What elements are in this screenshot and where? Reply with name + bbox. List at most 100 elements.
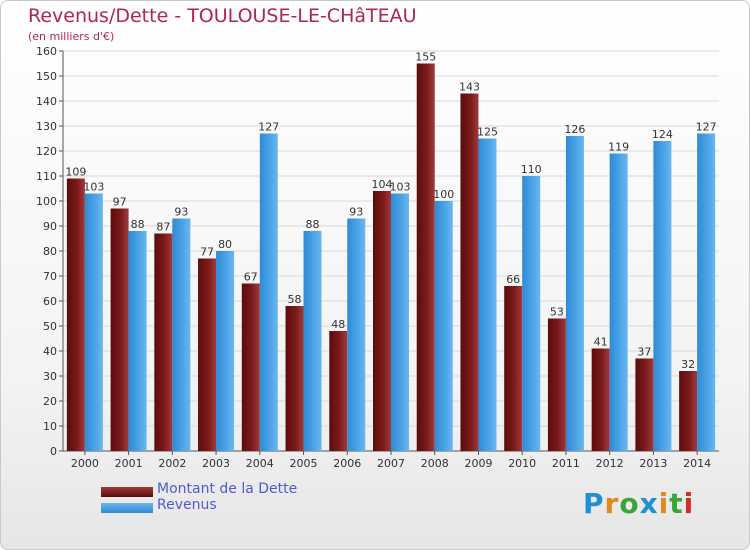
logo-letter: i [683,487,695,520]
bar-revenus [391,193,409,451]
x-tick-label: 2001 [115,457,143,470]
data-label-revenus: 93 [349,206,363,219]
bar-dette [329,331,348,451]
bar-dette [460,93,479,451]
data-label-dette: 58 [288,293,302,306]
bar-revenus [565,136,584,451]
proxiti-logo: Proxiti [583,487,694,520]
bar-revenus [609,153,628,451]
bar-dette [66,178,85,451]
y-tick-label: 150 [36,70,57,83]
bar-revenus [128,231,147,451]
bar-dette [504,286,523,451]
data-label-dette: 97 [113,196,127,209]
data-label-revenus: 88 [306,218,320,231]
x-tick-label: 2004 [246,457,274,470]
y-tick-label: 80 [43,245,57,258]
bar-dette [373,191,391,451]
bar-revenus [522,176,541,451]
bar-dette [241,283,260,451]
bar-dette [635,358,654,451]
data-label-dette: 143 [459,81,480,94]
data-label-dette: 37 [637,346,651,359]
x-tick-label: 2014 [683,457,711,470]
y-tick-label: 160 [36,45,57,58]
data-label-revenus: 80 [218,238,232,251]
y-tick-label: 100 [36,195,57,208]
y-tick-label: 40 [43,345,57,358]
bar-dette [154,233,173,451]
x-tick-label: 2002 [158,457,186,470]
x-tick-label: 2005 [290,457,318,470]
logo-letter: P [583,487,605,520]
data-label-revenus: 110 [521,163,542,176]
bar-revenus [172,218,191,451]
data-label-dette: 48 [331,318,345,331]
data-label-dette: 67 [244,271,258,284]
logo-letter: i [658,487,670,520]
y-tick-label: 120 [36,145,57,158]
bar-revenus [434,201,453,451]
y-tick-label: 10 [43,420,57,433]
bar-dette [679,371,698,451]
data-label-dette: 77 [200,246,214,259]
data-label-revenus: 124 [652,128,673,141]
data-label-revenus: 103 [83,181,104,194]
y-tick-label: 30 [43,370,57,383]
legend-swatch-dette [101,487,153,497]
data-label-revenus: 100 [433,188,454,201]
x-tick-label: 2012 [596,457,624,470]
chart-title: Revenus/Dette - TOULOUSE-LE-CHâTEAU [28,5,417,27]
y-tick-label: 110 [36,170,57,183]
y-tick-label: 20 [43,395,57,408]
bar-dette [591,348,610,451]
x-tick-label: 2011 [552,457,580,470]
data-label-dette: 109 [65,166,86,179]
data-label-dette: 66 [506,273,520,286]
y-tick-label: 0 [50,445,57,458]
x-tick-label: 2000 [71,457,99,470]
bar-revenus [653,141,672,451]
logo-letter: x [639,487,659,520]
bar-revenus [303,231,322,451]
bar-dette [285,306,304,451]
data-label-revenus: 127 [696,121,717,134]
data-label-revenus: 93 [174,206,188,219]
bar-dette [416,63,435,451]
data-label-revenus: 88 [131,218,145,231]
bar-revenus [84,193,103,451]
bar-revenus [478,138,497,451]
legend-label-dette: Montant de la Dette [157,481,298,497]
legend-label-revenus: Revenus [157,497,217,513]
bar-dette [110,208,129,451]
bar-revenus [697,133,716,451]
y-tick-label: 130 [36,120,57,133]
logo-letter: r [604,487,620,520]
data-label-revenus: 119 [608,141,629,154]
bar-dette [198,258,217,451]
x-tick-label: 2006 [333,457,361,470]
y-tick-label: 50 [43,320,57,333]
data-label-revenus: 127 [258,121,279,134]
data-label-dette: 32 [681,358,695,371]
data-label-dette: 41 [594,336,608,349]
x-tick-label: 2009 [464,457,492,470]
chart-subtitle: (en milliers d'€) [28,30,115,43]
legend-swatch-revenus [101,503,153,513]
x-tick-label: 2013 [639,457,667,470]
x-tick-label: 2008 [421,457,449,470]
x-tick-label: 2003 [202,457,230,470]
logo-letter: t [669,487,684,520]
y-tick-label: 70 [43,270,57,283]
x-tick-label: 2010 [508,457,536,470]
y-tick-label: 140 [36,95,57,108]
data-label-dette: 87 [156,221,170,234]
bar-revenus [216,251,235,451]
data-label-revenus: 125 [477,126,498,139]
data-label-dette: 104 [372,178,393,191]
bar-dette [547,318,566,451]
y-tick-label: 90 [43,220,57,233]
bar-revenus [259,133,278,451]
